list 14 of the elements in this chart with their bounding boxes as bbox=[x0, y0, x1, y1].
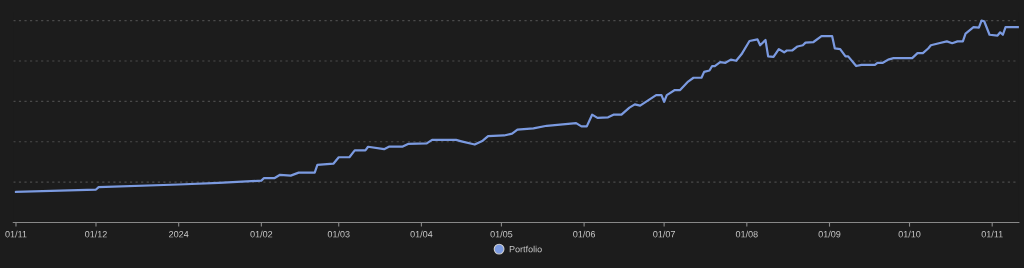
x-tick-label: 01/07 bbox=[653, 230, 675, 238]
x-tick-label: 01/04 bbox=[410, 230, 433, 238]
x-tick-label: 01/05 bbox=[490, 230, 513, 238]
x-tick-label: 01/03 bbox=[327, 230, 350, 238]
x-tick-label: 01/11 bbox=[981, 230, 1003, 238]
x-tick-label: 01/10 bbox=[898, 230, 921, 238]
x-tick-label: 01/09 bbox=[818, 230, 841, 238]
x-tick-label: 2024 bbox=[169, 231, 189, 238]
x-tick-label: 01/02 bbox=[250, 230, 273, 238]
x-tick-label: 01/12 bbox=[85, 230, 107, 238]
legend-label: Portfolio bbox=[509, 245, 542, 253]
x-tick-label: 01/06 bbox=[573, 230, 596, 238]
x-tick-label: 01/08 bbox=[735, 230, 758, 238]
x-tick-label: 01/11 bbox=[5, 230, 27, 238]
